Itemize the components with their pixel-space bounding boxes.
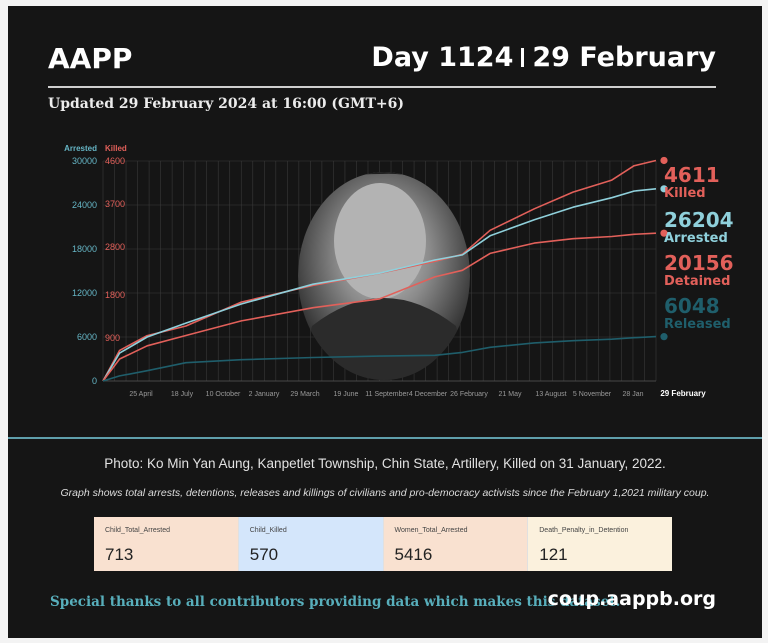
x-tick-label: 25 April — [129, 391, 153, 398]
x-tick-label: 28 Jan — [622, 391, 643, 398]
killed-tick-label: 900 — [105, 333, 120, 343]
arrested-tick-label: 18000 — [72, 244, 97, 254]
x-tick-label: 29 March — [290, 391, 319, 398]
portrait-jacket — [298, 298, 470, 380]
title-separator — [521, 48, 525, 67]
day-label: Day 1124 — [371, 42, 514, 73]
end-value-label: 4611 — [664, 163, 720, 187]
arrested-tick-label: 30000 — [72, 156, 97, 166]
killed-tick-label: 2800 — [105, 242, 125, 252]
x-tick-label: 5 November — [573, 391, 612, 398]
x-tick-label: 21 May — [499, 391, 522, 398]
series-end-marker — [660, 333, 668, 341]
stat-cell-child-killed: Child_Killed 570 — [238, 517, 384, 571]
series-line-arrested — [102, 188, 657, 382]
end-value-label: 26204 — [664, 208, 734, 232]
portrait-hair — [328, 172, 430, 186]
chart-series — [102, 156, 668, 382]
end-series-label: Detained — [664, 274, 730, 289]
series-end-marker — [660, 156, 668, 165]
series-end-marker — [660, 185, 668, 193]
header-divider — [48, 86, 716, 88]
series-line-released — [102, 335, 657, 382]
thanks-note: Special thanks to all contributors provi… — [50, 594, 621, 610]
end-value-label: 6048 — [664, 294, 720, 318]
x-tick-label: 18 July — [171, 391, 194, 398]
stats-table: Child_Total_Arrested 713 Child_Killed 570 … — [94, 517, 672, 571]
section-divider — [8, 437, 762, 439]
stat-value: 570 — [249, 545, 279, 564]
portrait-photo — [298, 172, 470, 380]
stat-value: 121 — [539, 545, 568, 564]
killed-tick-label: 4600 — [105, 156, 125, 166]
stat-label: Women_Total_Arrested — [394, 527, 468, 534]
end-series-label: Killed — [664, 186, 706, 201]
x-tick-label: 10 October — [206, 391, 241, 398]
x-tick-label: 29 February — [660, 389, 706, 398]
brand-title: AAPP — [48, 42, 133, 75]
stat-value: 5416 — [394, 545, 433, 564]
x-tick-label: 26 February — [450, 391, 488, 398]
arrested-tick-label: 6000 — [77, 332, 97, 342]
infographic-card: AAPP Day 1124 29 February Updated 29 Febr… — [8, 6, 762, 638]
x-tick-label: 2 January — [249, 391, 280, 398]
stat-label: Child_Killed — [249, 527, 287, 534]
series-end-marker — [660, 229, 668, 237]
date-label: 29 February — [532, 42, 716, 73]
graph-caption: Graph shows total arrests, detentions, r… — [60, 487, 710, 499]
updated-timestamp: Updated 29 February 2024 at 16:00 (GMT+6… — [48, 96, 404, 112]
day-counter: Day 1124 29 February — [371, 42, 716, 73]
stat-cell-women-arrested: Women_Total_Arrested 5416 — [383, 517, 529, 571]
arrested-tick-label: 24000 — [72, 200, 97, 210]
stat-label: Death_Penalty_in_Detention — [539, 527, 629, 534]
killed-tick-label: 1800 — [105, 290, 125, 300]
x-tick-label: 11 September — [365, 391, 409, 398]
arrested-tick-label: 0 — [92, 376, 97, 386]
chart-axes: 0 6000 12000 18000 24000 30000 900 1800 2800 3700… — [64, 144, 706, 398]
arrested-axis-title: Arrested — [64, 144, 97, 153]
end-value-label: 20156 — [664, 251, 734, 275]
stat-label: Child_Total_Arrested — [105, 527, 170, 534]
website-link[interactable]: coup.aappb.org — [547, 588, 716, 610]
stat-cell-death-penalty: Death_Penalty_in_Detention 121 — [528, 517, 672, 571]
killed-axis-title: Killed — [105, 144, 127, 153]
photo-caption: Photo: Ko Min Yan Aung, Kanpetlet Townsh… — [104, 456, 666, 471]
stat-value: 713 — [105, 545, 134, 564]
end-series-label: Released — [664, 317, 731, 332]
killed-tick-label: 3700 — [105, 199, 125, 209]
x-tick-label: 13 August — [535, 391, 566, 398]
end-series-label: Arrested — [664, 231, 728, 246]
timeline-chart: 0 6000 12000 18000 24000 30000 900 1800 2800 3700… — [64, 144, 734, 398]
series-line-detained — [102, 232, 657, 382]
x-tick-label: 19 June — [334, 391, 359, 398]
arrested-tick-label: 12000 — [72, 288, 97, 298]
portrait-face — [334, 183, 426, 299]
x-tick-label: 4 December — [409, 391, 448, 398]
stat-cell-child-arrested: Child_Total_Arrested 713 — [94, 517, 239, 571]
